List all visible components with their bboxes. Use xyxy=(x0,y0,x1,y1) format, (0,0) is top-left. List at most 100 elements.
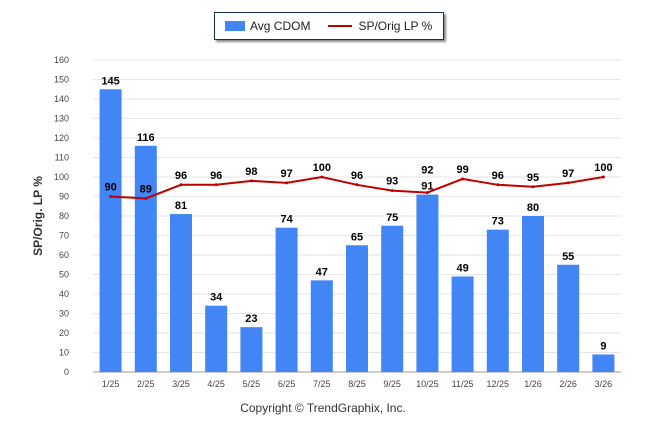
bar-value-label: 80 xyxy=(527,202,539,214)
line-value-label: 96 xyxy=(210,170,222,182)
bar-value-label: 23 xyxy=(245,313,257,325)
line-point xyxy=(179,183,183,187)
bar-value-label: 47 xyxy=(316,266,328,278)
x-tick-label: 3/26 xyxy=(595,379,613,389)
y-tick-label: 70 xyxy=(59,231,69,241)
y-tick-label: 60 xyxy=(59,250,69,260)
line-value-label: 96 xyxy=(175,170,187,182)
y-tick-label: 10 xyxy=(59,348,69,358)
bar xyxy=(170,214,192,372)
bar-value-label: 75 xyxy=(386,212,398,224)
bar-value-label: 65 xyxy=(351,231,363,243)
legend: Avg CDOM SP/Orig LP % xyxy=(214,12,444,40)
bar xyxy=(522,216,544,372)
line-value-label: 97 xyxy=(562,168,574,180)
bar-value-label: 9 xyxy=(600,340,606,352)
line-value-label: 96 xyxy=(351,170,363,182)
line-point xyxy=(496,183,500,187)
bar-value-label: 49 xyxy=(456,262,468,274)
bar xyxy=(381,225,404,372)
bar-value-label: 74 xyxy=(280,214,293,226)
bar xyxy=(416,194,439,372)
copyright: Copyright © TrendGraphix, Inc. xyxy=(240,401,406,415)
y-tick-label: 150 xyxy=(54,75,69,85)
x-tick-label: 11/25 xyxy=(452,379,474,389)
x-tick-label: 8/25 xyxy=(348,379,366,389)
bar-value-label: 34 xyxy=(210,292,223,304)
line-value-label: 95 xyxy=(527,172,539,184)
line-point xyxy=(355,183,359,187)
line-value-label: 97 xyxy=(280,168,292,180)
line-point xyxy=(249,179,253,183)
bar xyxy=(310,280,333,372)
line-value-label: 100 xyxy=(594,162,612,174)
line-point xyxy=(214,183,218,187)
bar xyxy=(346,245,368,372)
bar xyxy=(205,305,228,372)
x-tick-label: 2/26 xyxy=(559,379,577,389)
bar xyxy=(99,89,122,372)
legend-label-line: SP/Orig LP % xyxy=(358,19,433,33)
x-tick-label: 12/25 xyxy=(487,379,510,389)
bar-value-label: 91 xyxy=(421,181,433,193)
x-tick-label: 1/26 xyxy=(524,379,542,389)
legend-label-bars: Avg CDOM xyxy=(250,19,311,33)
bar-value-label: 55 xyxy=(562,251,574,263)
y-tick-label: 80 xyxy=(59,211,69,221)
line-value-label: 99 xyxy=(456,164,468,176)
bar xyxy=(557,264,580,372)
x-tick-label: 3/25 xyxy=(172,379,190,389)
line-point xyxy=(425,191,429,195)
x-tick-label: 6/25 xyxy=(278,379,296,389)
y-axis-label: SP/Orig. LP % xyxy=(31,176,45,256)
line-point xyxy=(461,177,465,181)
x-tick-label: 4/25 xyxy=(207,379,225,389)
line-point xyxy=(320,175,324,179)
line-value-label: 100 xyxy=(313,162,331,174)
x-tick-label: 10/25 xyxy=(416,379,439,389)
y-tick-label: 90 xyxy=(59,192,69,202)
y-tick-label: 120 xyxy=(54,133,69,143)
bar-value-label: 73 xyxy=(492,216,504,228)
x-tick-label: 1/25 xyxy=(102,379,120,389)
line-value-label: 93 xyxy=(386,176,398,188)
line-point xyxy=(531,185,535,189)
bar xyxy=(592,354,615,372)
y-tick-label: 140 xyxy=(54,94,69,104)
bar xyxy=(134,145,157,372)
y-tick-label: 30 xyxy=(59,309,69,319)
line-value-label: 98 xyxy=(245,166,257,178)
bar xyxy=(240,327,263,372)
bar xyxy=(451,276,474,372)
x-tick-label: 9/25 xyxy=(383,379,401,389)
line-point xyxy=(144,196,148,200)
y-tick-label: 50 xyxy=(59,270,69,280)
x-tick-label: 2/25 xyxy=(137,379,155,389)
line-point xyxy=(285,181,289,185)
y-tick-label: 110 xyxy=(55,153,69,163)
line-point xyxy=(601,175,605,179)
x-tick-label: 5/25 xyxy=(243,379,261,389)
x-tick-label: 7/25 xyxy=(313,379,331,389)
legend-swatch-bar xyxy=(225,21,245,31)
line-value-label: 96 xyxy=(492,170,504,182)
line-point xyxy=(566,181,570,185)
y-tick-label: 100 xyxy=(54,172,69,182)
bar-value-label: 145 xyxy=(101,75,119,87)
bar-value-label: 116 xyxy=(137,132,155,144)
y-tick-label: 40 xyxy=(59,289,69,299)
y-tick-label: 130 xyxy=(54,114,69,124)
y-tick-label: 160 xyxy=(54,55,69,65)
y-tick-label: 20 xyxy=(59,328,69,338)
line-point xyxy=(109,195,113,198)
bar xyxy=(486,229,509,372)
line-point xyxy=(390,189,394,193)
legend-swatch-line xyxy=(328,25,353,27)
line-value-label: 90 xyxy=(104,182,116,194)
bar xyxy=(275,227,298,372)
y-tick-label: 0 xyxy=(64,367,69,377)
line-value-label: 89 xyxy=(140,183,152,195)
line-value-label: 92 xyxy=(421,165,433,177)
